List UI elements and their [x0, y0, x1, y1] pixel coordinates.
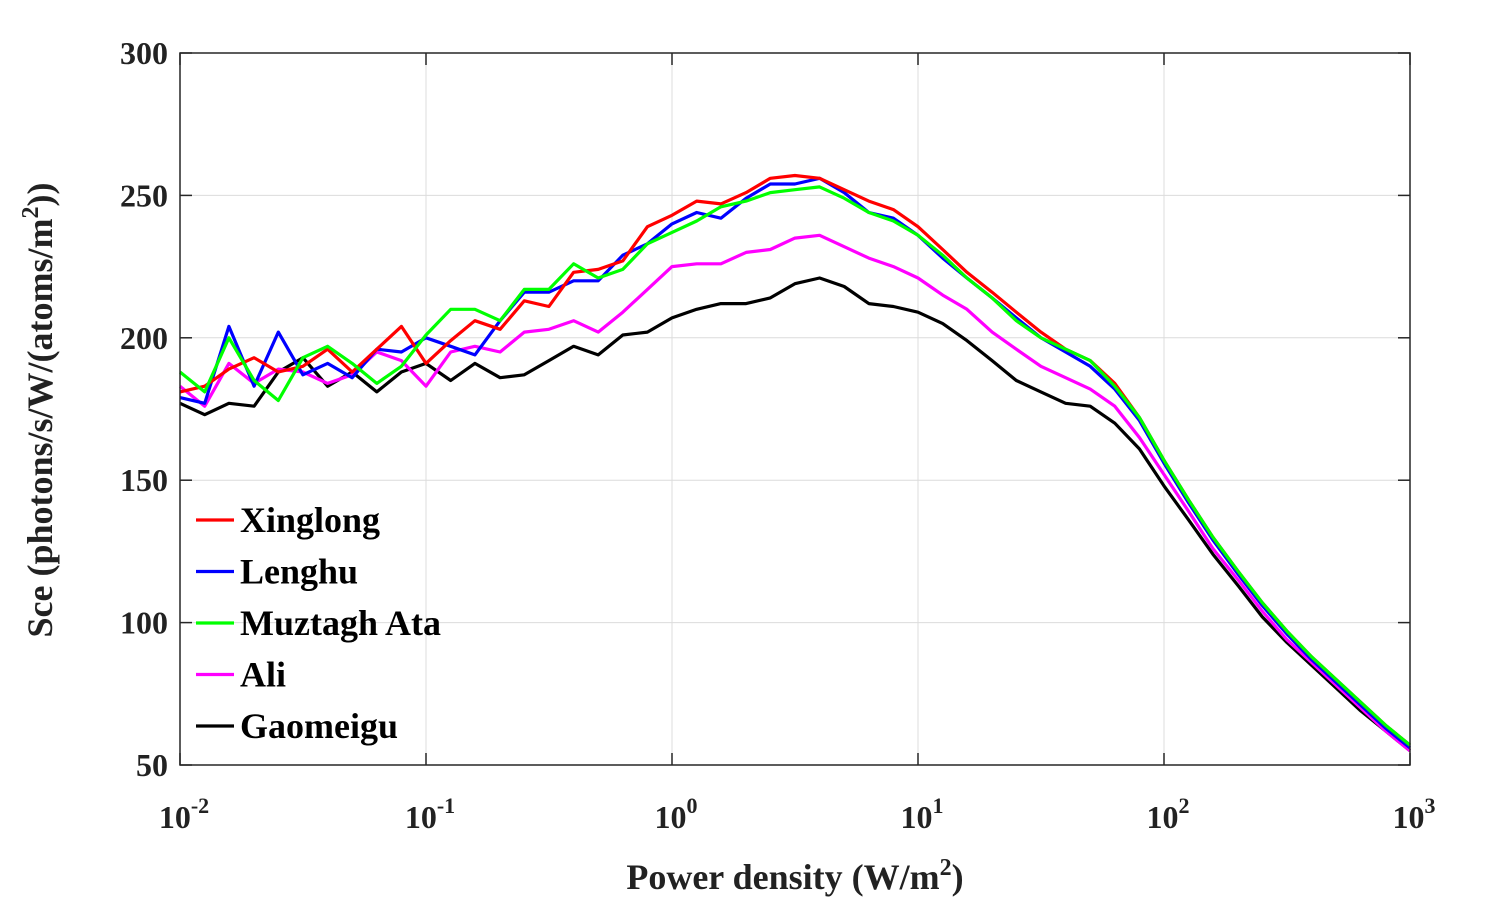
x-tick-label: 10-1 [405, 793, 455, 835]
legend-label: Xinglong [240, 500, 380, 540]
legend-label: Gaomeigu [240, 706, 398, 746]
x-tick-label: 100 [655, 793, 698, 835]
x-axis-ticks: 10-2 10-1 100 101 102 103 [159, 53, 1436, 835]
x-tick-label: 103 [1393, 793, 1436, 835]
grid [179, 52, 1411, 766]
x-tick-label: 101 [901, 793, 944, 835]
y-tick-label: 150 [120, 462, 168, 498]
series-line-ali [178, 233, 1412, 753]
y-tick-label: 250 [120, 177, 168, 213]
x-tick-label: 102 [1147, 793, 1190, 835]
plot-series [178, 173, 1412, 753]
y-axis-title: Sce (photons/s/W/(atoms/m2)) [18, 183, 60, 638]
legend-label: Lenghu [240, 552, 358, 592]
y-axis-ticks: 50 100 150 200 250 300 [120, 35, 1410, 783]
series-line-muztagh-ata [178, 185, 1412, 747]
series-line-gaomeigu [179, 276, 1412, 753]
y-tick-label: 50 [136, 747, 168, 783]
y-tick-label: 200 [120, 320, 168, 356]
x-tick-label: 10-2 [159, 793, 209, 835]
legend-label: Ali [240, 655, 286, 695]
legend: Xinglong Lenghu Muztagh Ata Ali Gaomeigu [196, 500, 441, 746]
y-tick-label: 100 [120, 605, 168, 641]
y-tick-label: 300 [120, 35, 168, 71]
plot-frame [179, 52, 1411, 766]
legend-label: Muztagh Ata [240, 603, 441, 643]
x-axis-title: Power density (W/m2) [626, 855, 963, 897]
